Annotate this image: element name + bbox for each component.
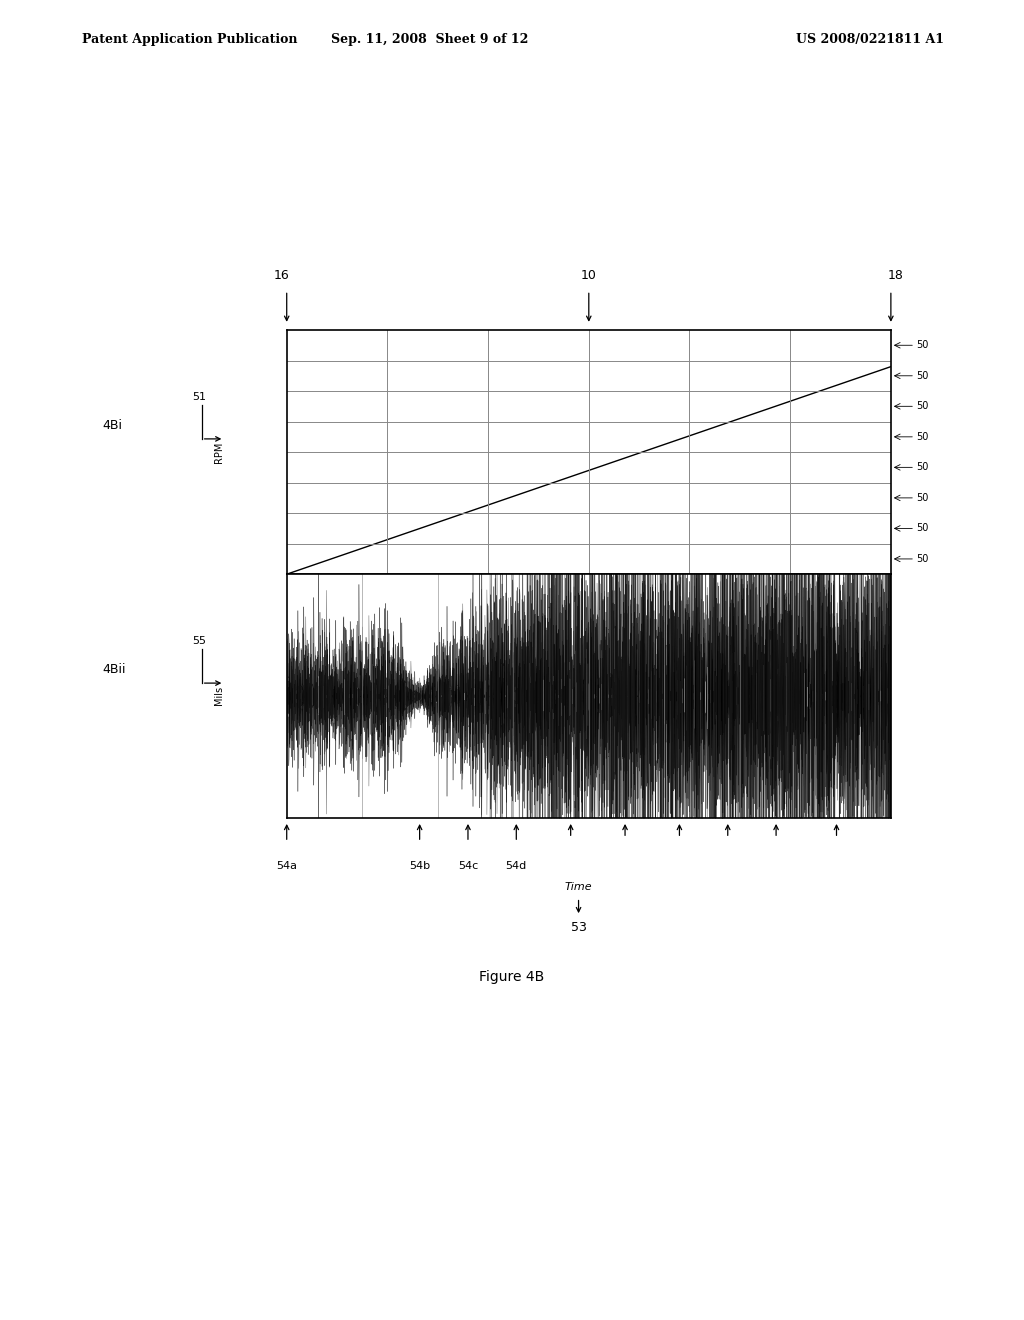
Text: US 2008/0221811 A1: US 2008/0221811 A1 <box>797 33 944 46</box>
Text: 50: 50 <box>915 554 928 564</box>
Text: 10: 10 <box>581 269 597 282</box>
Text: Time: Time <box>565 882 592 892</box>
Text: 51: 51 <box>193 392 207 401</box>
Text: 18: 18 <box>888 269 904 282</box>
Text: 50: 50 <box>915 524 928 533</box>
Text: 50: 50 <box>915 492 928 503</box>
Text: Sep. 11, 2008  Sheet 9 of 12: Sep. 11, 2008 Sheet 9 of 12 <box>332 33 528 46</box>
Text: 4Bi: 4Bi <box>102 420 123 432</box>
Text: 50: 50 <box>915 462 928 473</box>
Text: 50: 50 <box>915 401 928 412</box>
Text: 50: 50 <box>915 341 928 350</box>
Text: 53: 53 <box>570 921 587 935</box>
Text: 4Bii: 4Bii <box>102 664 126 676</box>
Text: Mils: Mils <box>214 686 224 705</box>
Text: 50: 50 <box>915 432 928 442</box>
Text: 54a: 54a <box>276 861 297 871</box>
Text: 50: 50 <box>915 371 928 380</box>
Text: 16: 16 <box>273 269 290 282</box>
Text: RPM: RPM <box>214 441 224 463</box>
Text: 54c: 54c <box>458 861 478 871</box>
Text: Patent Application Publication: Patent Application Publication <box>82 33 297 46</box>
Text: 55: 55 <box>193 636 207 647</box>
Text: 54b: 54b <box>409 861 430 871</box>
Text: 54d: 54d <box>506 861 527 871</box>
Text: Figure 4B: Figure 4B <box>479 970 545 985</box>
